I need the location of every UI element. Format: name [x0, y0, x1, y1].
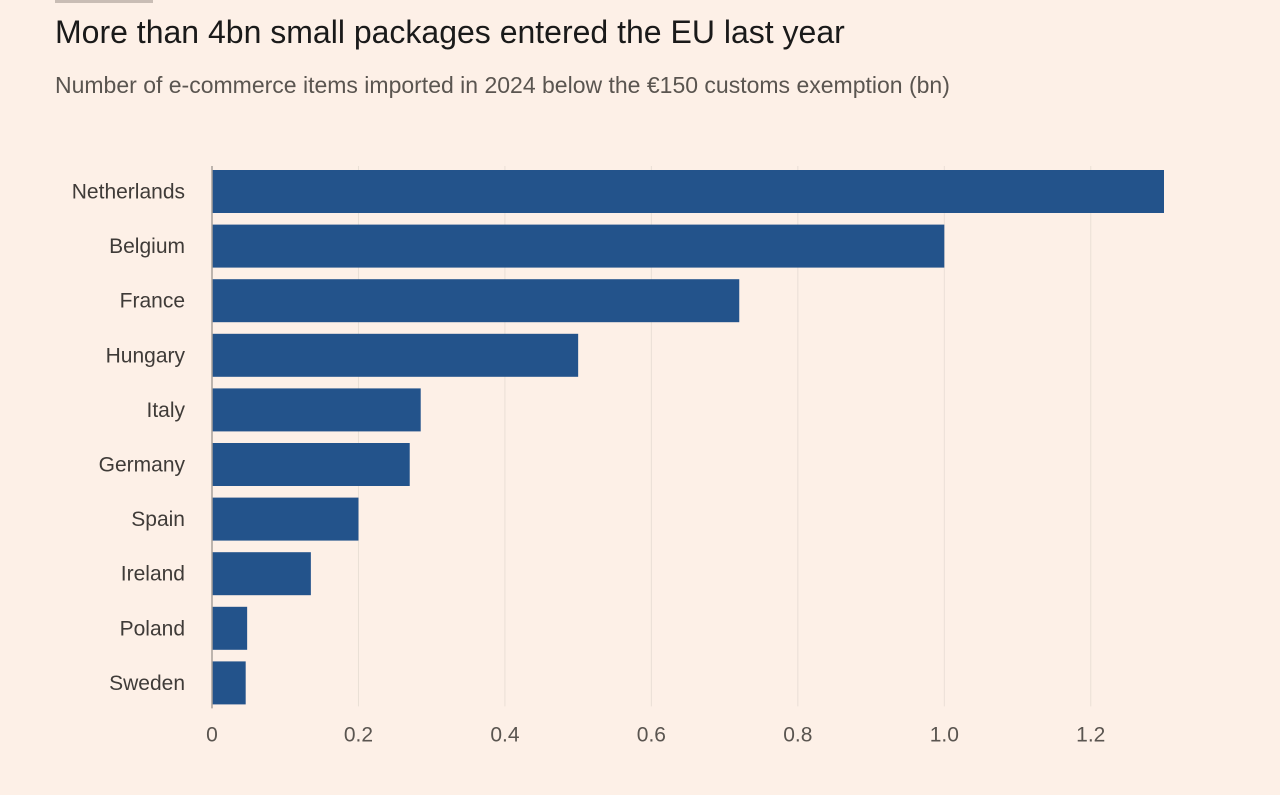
bar-netherlands: [212, 170, 1164, 213]
bar-belgium: [212, 224, 945, 268]
category-label: Hungary: [106, 344, 186, 367]
bar-poland: [212, 606, 248, 650]
category-label: Spain: [131, 508, 185, 531]
bar-germany: [212, 443, 410, 486]
x-tick-label: 0.6: [637, 723, 666, 746]
category-label: Belgium: [109, 235, 185, 258]
x-tick-label: 0.2: [344, 723, 373, 746]
bar-sweden: [212, 661, 246, 705]
category-label: Italy: [146, 399, 185, 422]
category-label: Sweden: [109, 672, 185, 695]
x-tick-label: 0.4: [490, 723, 520, 746]
bar-ireland: [212, 552, 311, 596]
category-label: Netherlands: [72, 181, 185, 204]
x-tick-label: 1.2: [1076, 723, 1105, 746]
bar-hungary: [212, 333, 579, 377]
category-label: Poland: [120, 617, 185, 640]
bar-italy: [212, 388, 421, 432]
chart-title: More than 4bn small packages entered the…: [55, 14, 845, 50]
x-tick-label: 1.0: [930, 723, 959, 746]
top-rule: [55, 0, 153, 3]
bar-france: [212, 279, 740, 323]
bar-spain: [212, 497, 359, 541]
x-tick-label: 0.8: [783, 723, 812, 746]
chart-subtitle: Number of e-commerce items imported in 2…: [55, 72, 950, 98]
bar-chart: Netherlands Belgium France Hungary Italy Germ…: [72, 166, 1164, 746]
category-label: Ireland: [121, 563, 185, 586]
x-tick-label: 0: [206, 723, 218, 746]
category-label: France: [120, 290, 185, 313]
category-label: Germany: [99, 454, 186, 477]
